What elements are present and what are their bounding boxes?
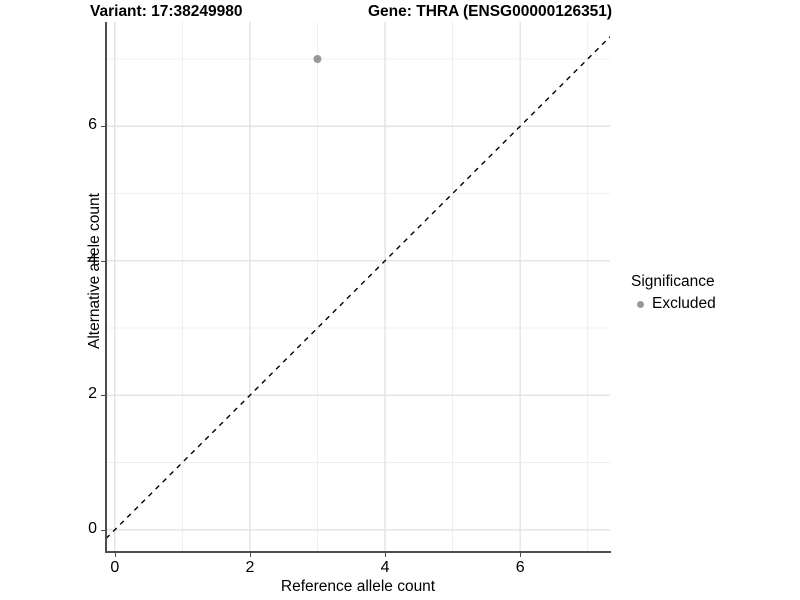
y-tick-label: 4 bbox=[88, 250, 97, 268]
legend-item-label: Excluded bbox=[652, 295, 716, 312]
legend-items: Excluded bbox=[631, 293, 716, 315]
legend: Significance Excluded bbox=[631, 272, 716, 315]
x-tick-label: 2 bbox=[245, 559, 255, 576]
y-tick-mark bbox=[101, 126, 105, 128]
x-tick-mark bbox=[249, 553, 252, 557]
x-tick-label: 0 bbox=[110, 559, 120, 576]
grid-layer bbox=[106, 22, 610, 552]
gene-title: Gene: THRA (ENSG00000126351) bbox=[368, 3, 613, 20]
x-axis-label: Reference allele count bbox=[280, 578, 436, 595]
y-tick-mark bbox=[101, 260, 105, 262]
legend-dot-icon bbox=[636, 300, 644, 308]
y-tick-mark bbox=[101, 529, 105, 531]
x-axis-line bbox=[105, 551, 611, 553]
y-tick-label: 0 bbox=[88, 519, 97, 537]
legend-item[interactable]: Excluded bbox=[631, 293, 716, 315]
data-layer bbox=[106, 36, 610, 540]
x-tick-mark bbox=[114, 553, 116, 557]
x-tick-label: 4 bbox=[380, 559, 390, 576]
x-tick-mark bbox=[385, 553, 387, 557]
chart-title: Variant: 17:38249980 Gene: THRA (ENSG000… bbox=[0, 0, 800, 24]
plot-panel bbox=[106, 22, 610, 552]
x-tick-label: 6 bbox=[515, 559, 525, 576]
data-point bbox=[313, 54, 322, 63]
legend-title: Significance bbox=[631, 273, 715, 290]
y-tick-mark bbox=[101, 395, 105, 397]
identity-line bbox=[106, 36, 610, 540]
y-axis-label: Alternative allele count bbox=[86, 193, 103, 349]
variant-title: Variant: 17:38249980 bbox=[90, 3, 243, 20]
y-tick-label: 6 bbox=[88, 116, 97, 134]
x-tick-mark bbox=[520, 553, 522, 557]
legend-key bbox=[631, 295, 649, 313]
y-axis-line bbox=[105, 22, 107, 553]
y-tick-label: 2 bbox=[88, 385, 97, 403]
